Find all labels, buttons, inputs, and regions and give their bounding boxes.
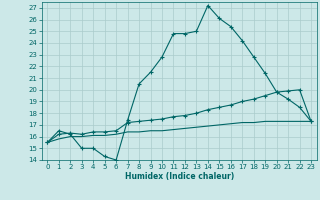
- X-axis label: Humidex (Indice chaleur): Humidex (Indice chaleur): [124, 172, 234, 181]
